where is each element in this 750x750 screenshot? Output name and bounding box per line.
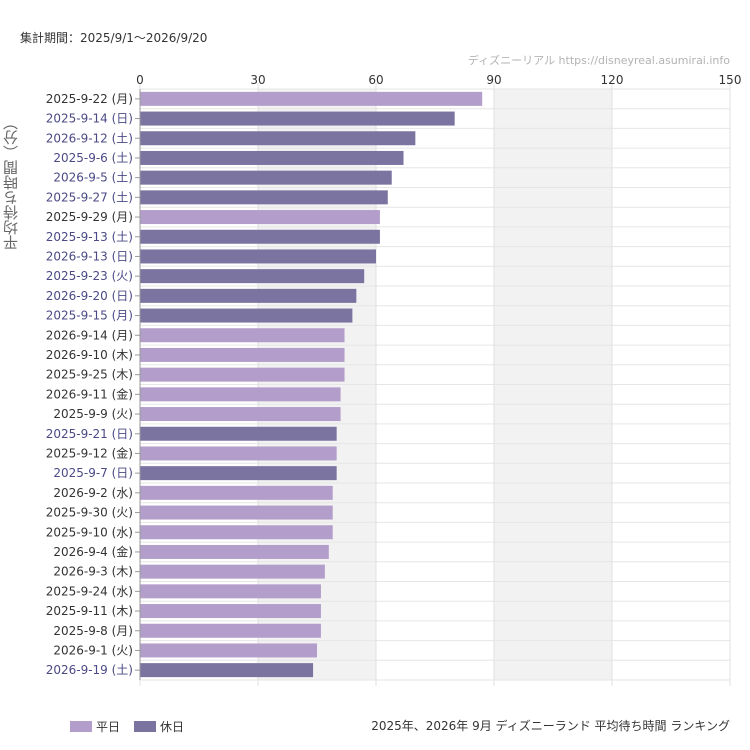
bar bbox=[140, 663, 314, 678]
bar bbox=[140, 623, 321, 638]
bar bbox=[140, 288, 357, 303]
legend-item-holiday[interactable]: 休日 bbox=[134, 718, 184, 735]
category-label: 2026-9-14 (月) bbox=[46, 328, 133, 342]
category-label: 2025-9-29 (月) bbox=[46, 210, 133, 224]
x-tick-label: 150 bbox=[719, 73, 742, 87]
bar bbox=[140, 91, 483, 106]
category-label: 2026-9-11 (金) bbox=[46, 386, 133, 401]
bar bbox=[140, 604, 321, 619]
legend: 平日 休日 bbox=[70, 718, 184, 735]
bar bbox=[140, 564, 325, 579]
bar bbox=[140, 466, 337, 481]
bar bbox=[140, 229, 380, 244]
category-label: 2025-9-12 (金) bbox=[46, 445, 133, 460]
category-label: 2025-9-6 (土) bbox=[53, 151, 133, 165]
site-watermark: ディズニーリアル https://disneyreal.asumirai.inf… bbox=[467, 54, 730, 67]
bar bbox=[140, 347, 345, 362]
bars bbox=[140, 91, 483, 678]
x-tick-label: 90 bbox=[486, 73, 501, 87]
category-label: 2026-9-2 (水) bbox=[53, 486, 133, 500]
x-tick-label: 0 bbox=[136, 73, 144, 87]
legend-swatch-weekday bbox=[70, 721, 92, 732]
legend-label-holiday: 休日 bbox=[160, 720, 185, 734]
bar bbox=[140, 269, 365, 284]
bar bbox=[140, 131, 416, 146]
x-axis-ticks: 0 30 60 90 120 150 bbox=[136, 73, 741, 87]
chart-title: 2025年、2026年 9月 ディズニーランド 平均待ち時間 ランキング bbox=[371, 719, 730, 733]
category-label: 2025-9-21 (日) bbox=[46, 427, 133, 441]
category-label: 2025-9-11 (木) bbox=[46, 604, 133, 618]
category-label: 2025-9-27 (土) bbox=[46, 190, 133, 204]
grid-lines bbox=[139, 83, 731, 686]
bar bbox=[140, 426, 337, 441]
legend-label-weekday: 平日 bbox=[96, 720, 121, 734]
aggregation-period: 集計期間：2025/9/1〜2026/9/20 bbox=[20, 31, 208, 45]
bar bbox=[140, 387, 341, 402]
bar bbox=[140, 525, 333, 540]
category-label: 2026-9-1 (火) bbox=[53, 643, 133, 657]
legend-item-weekday[interactable]: 平日 bbox=[70, 718, 120, 735]
bar bbox=[140, 367, 345, 382]
bar bbox=[140, 170, 392, 185]
bar bbox=[140, 584, 321, 599]
category-label: 2025-9-10 (水) bbox=[46, 525, 133, 539]
x-tick-label: 60 bbox=[368, 73, 383, 87]
bar bbox=[140, 111, 455, 126]
bar bbox=[140, 407, 341, 422]
category-label: 2025-9-15 (月) bbox=[46, 309, 133, 323]
category-label: 2025-9-30 (火) bbox=[46, 506, 133, 520]
category-label: 2026-9-4 (金) bbox=[53, 544, 133, 559]
category-label: 2026-9-3 (木) bbox=[53, 565, 133, 579]
bar bbox=[140, 446, 337, 461]
category-label: 2026-9-19 (土) bbox=[46, 663, 133, 677]
bar bbox=[140, 505, 333, 520]
category-labels: 2025-9-22 (月) 2025-9-14 (日) 2026-9-12 (土) 2… bbox=[46, 92, 140, 677]
category-label: 2026-9-20 (日) bbox=[46, 289, 133, 303]
category-label: 2025-9-7 (日) bbox=[53, 466, 133, 480]
category-label: 2025-9-25 (木) bbox=[46, 368, 133, 382]
category-label: 2025-9-14 (日) bbox=[46, 112, 133, 126]
x-tick-label: 120 bbox=[601, 73, 624, 87]
bar bbox=[140, 249, 376, 264]
category-label: 2026-9-13 (日) bbox=[46, 249, 133, 263]
bar bbox=[140, 328, 345, 343]
category-label: 2025-9-8 (月) bbox=[53, 624, 133, 638]
legend-swatch-holiday bbox=[134, 721, 157, 732]
category-label: 2025-9-23 (火) bbox=[46, 269, 133, 283]
category-label: 2026-9-10 (木) bbox=[46, 348, 133, 362]
category-label: 2025-9-22 (月) bbox=[46, 92, 133, 106]
category-label: 2026-9-12 (土) bbox=[46, 131, 133, 145]
bar bbox=[140, 643, 317, 658]
category-label: 2025-9-9 (火) bbox=[53, 407, 133, 421]
x-tick-label: 30 bbox=[250, 73, 265, 87]
bar bbox=[140, 190, 388, 205]
category-label: 2025-9-24 (水) bbox=[46, 584, 133, 598]
category-label: 2026-9-5 (土) bbox=[53, 171, 133, 185]
bar bbox=[140, 210, 380, 225]
bar bbox=[140, 308, 353, 323]
bar bbox=[140, 485, 333, 500]
category-label: 2025-9-13 (土) bbox=[46, 230, 133, 244]
bar bbox=[140, 544, 329, 559]
bar bbox=[140, 150, 404, 165]
